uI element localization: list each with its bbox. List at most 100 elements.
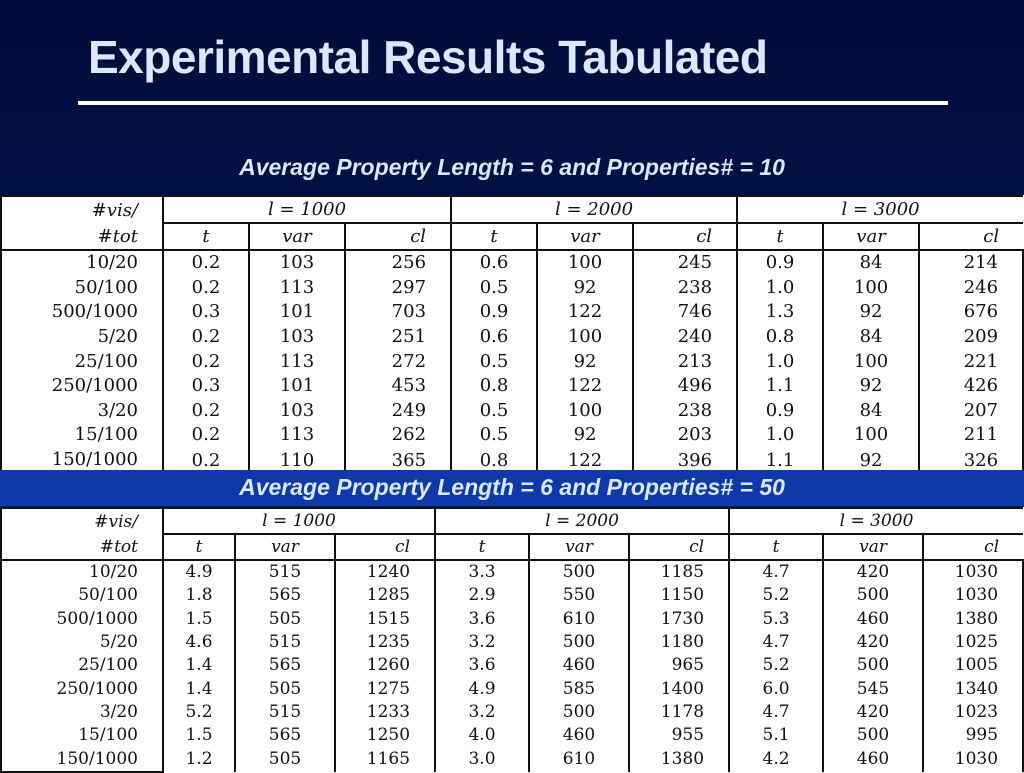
table-cell: 1.3 [736,300,824,325]
table-cell: 0.2 [191,276,221,298]
table-cell: 1240 [333,560,436,585]
group-header-l2000: l = 2000 [450,195,738,224]
slide-title: Experimental Results Tabulated [88,31,768,83]
table-cell: 100 [822,275,920,301]
table-cell: 460 [822,607,924,631]
table-cell: 5.2 [185,701,213,722]
table-cell: 5.2 [728,584,824,608]
table-cell: 100 [822,349,920,374]
subcol-header: cl [922,534,1024,561]
table-cell: 1730 [628,607,730,631]
table-cell: 4.0 [434,724,530,748]
row-label: 250/1000 [0,677,164,701]
table-cell: 0.2 [191,449,221,471]
table-cell: 746 [632,300,738,325]
table-cell: 5.2 [728,654,824,678]
subcol-header: cl [343,223,452,251]
row-label: 500/1000 [0,300,164,325]
table-row: 50/100 0.2 113 297 0.5 92 238 1.0 100 246 [0,275,1024,301]
table1-caption: Average Property Length = 6 and Properti… [239,154,785,180]
table-cell: 0.5 [450,398,538,424]
table2-caption: Average Property Length = 6 and Properti… [239,474,785,500]
table-cell: 100 [822,423,920,448]
title-underline [78,101,948,105]
table-row: 25/100 0.2 113 272 0.5 92 213 1.0 100 221 [0,349,1024,374]
subcol-header: cl [632,223,738,251]
table-row: 25/100 1.4 565 1260 3.6 460 965 5.2 500 1005 [0,654,1024,678]
table-cell: 1005 [922,654,1024,678]
table-cell: 396 [632,447,738,474]
table-cell: 1030 [922,560,1024,585]
table-cell: 505 [234,747,335,772]
subcol-header: t [163,534,235,561]
table-cell: 0.2 [191,326,221,348]
table-cell: 103 [248,324,345,350]
table-cell: 515 [234,700,335,725]
table-cell: 505 [234,677,335,701]
table-cell: 1.0 [736,275,824,301]
table-row: 3/20 5.2 515 1233 3.2 500 1178 4.7 420 1023 [0,700,1024,725]
table-row: 500/1000 0.3 101 703 0.9 122 746 1.3 92 676 [0,300,1024,325]
table-row: 3/20 0.2 103 249 0.5 100 238 0.9 84 207 [0,398,1024,424]
table-cell: 426 [918,373,1024,399]
table-cell: 84 [822,250,920,276]
group-header-l3000: l = 3000 [736,195,1024,224]
table-cell: 0.6 [450,324,538,350]
table-cell: 1285 [333,584,436,608]
table-cell: 3.3 [434,560,530,585]
row-label: 5/20 [0,324,164,350]
table-cell: 500 [822,584,924,608]
table-cell: 1.8 [185,585,213,606]
table-cell: 214 [918,250,1024,276]
table-row: 500/1000 1.5 505 1515 3.6 610 1730 5.3 460 1380 [0,607,1024,631]
table-cell: 995 [922,724,1024,748]
row-label: 10/20 [0,250,164,276]
table-cell: 0.8 [450,373,538,399]
table-cell: 0.2 [191,350,221,372]
table-cell: 1165 [333,747,436,772]
table-cell: 4.9 [434,677,530,701]
subcol-header: t [728,534,824,561]
table-cell: 110 [248,447,345,474]
row-label: 150/1000 [0,747,164,773]
table-cell: 460 [822,747,924,772]
table-cell: 1150 [628,584,730,608]
table-cell: 500 [528,700,630,725]
subcol-header: t [163,223,249,251]
table-cell: 203 [632,423,738,448]
table-cell: 100 [536,324,634,350]
table-cell: 1260 [333,654,436,678]
group-header-l2000: l = 2000 [434,507,730,535]
table-cell: 1.1 [736,447,824,474]
table-cell: 0.9 [736,398,824,424]
table-cell: 585 [528,677,630,701]
table-row: 10/20 4.9 515 1240 3.3 500 1185 4.7 420 1030 [0,560,1024,585]
table-cell: 246 [918,275,1024,301]
table-cell: 0.2 [191,252,221,274]
table-cell: 103 [248,398,345,424]
table-cell: 955 [628,724,730,748]
table-row: 15/100 0.2 113 262 0.5 92 203 1.0 100 211 [0,423,1024,448]
table-cell: 1233 [333,700,436,725]
table-cell: 238 [632,398,738,424]
table-cell: 113 [248,423,345,448]
row-label: 5/20 [0,630,164,655]
table-cell: 420 [822,700,924,725]
table-cell: 92 [822,373,920,399]
results-table-2: #vis/ l = 1000 l = 2000 l = 3000 #tot t … [0,507,1024,773]
group-header-l1000: l = 1000 [163,195,452,224]
table-cell: 4.7 [728,560,824,585]
table-cell: 0.8 [736,324,824,350]
table-cell: 92 [536,349,634,374]
table-cell: 1023 [922,700,1024,725]
table-cell: 4.6 [185,632,213,653]
table-cell: 565 [234,654,335,678]
table-cell: 113 [248,275,345,301]
row-label: 50/100 [0,275,164,301]
subcol-header: cl [628,534,730,561]
subcol-header: var [234,534,335,561]
table-cell: 0.5 [450,349,538,374]
row-label: 150/1000 [0,447,164,475]
table-row: 10/20 0.2 103 256 0.6 100 245 0.9 84 214 [0,250,1024,276]
table-cell: 453 [343,373,452,399]
